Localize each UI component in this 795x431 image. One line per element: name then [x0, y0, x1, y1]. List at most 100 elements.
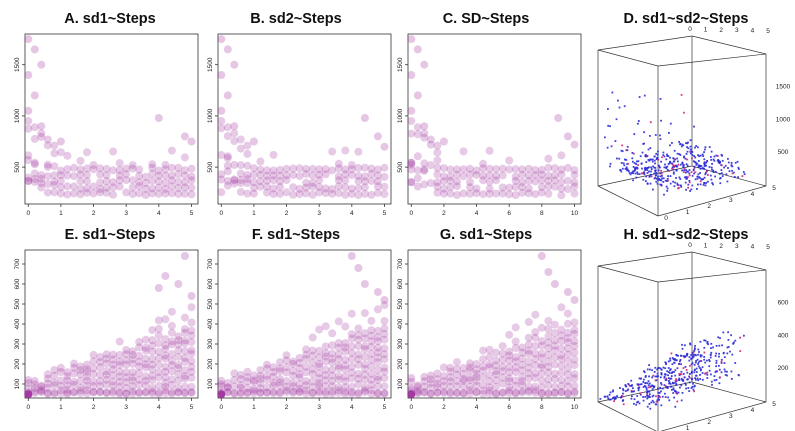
- data-point: [732, 342, 735, 344]
- data-point: [295, 359, 304, 367]
- data-point: [642, 381, 645, 383]
- data-point: [667, 163, 670, 165]
- data-point: [737, 166, 740, 169]
- top-tick-label: 3: [735, 27, 739, 34]
- data-point: [30, 169, 39, 178]
- data-point: [180, 372, 189, 381]
- data-point: [135, 369, 144, 377]
- data-point: [671, 163, 674, 166]
- data-point: [174, 361, 183, 369]
- data-point: [638, 173, 641, 175]
- data-point: [154, 373, 163, 382]
- data-point: [570, 370, 579, 378]
- data-point: [662, 151, 665, 154]
- data-point: [511, 357, 520, 366]
- data-point: [141, 388, 150, 397]
- data-point: [341, 183, 350, 192]
- data-point: [654, 162, 656, 165]
- data-point: [37, 388, 46, 397]
- data-point: [658, 392, 661, 394]
- data-point: [666, 169, 669, 171]
- data-point: [726, 374, 728, 377]
- data-point: [269, 378, 278, 387]
- data-point: [691, 370, 693, 373]
- data-point: [407, 178, 416, 187]
- data-point: [76, 156, 85, 165]
- data-point: [354, 355, 363, 364]
- data-point: [668, 132, 670, 134]
- data-point: [673, 371, 675, 373]
- data-point: [668, 170, 671, 172]
- data-point: [56, 368, 65, 376]
- data-point: [624, 384, 627, 386]
- data-point: [492, 389, 501, 398]
- data-point: [692, 353, 695, 356]
- data-point: [30, 134, 39, 143]
- data-point: [650, 401, 653, 404]
- data-point: [689, 342, 691, 345]
- data-point: [511, 172, 520, 181]
- data-point: [524, 349, 533, 358]
- data-point: [472, 184, 481, 193]
- data-point: [354, 389, 363, 398]
- data-point: [472, 189, 481, 198]
- data-point: [56, 176, 65, 185]
- data-point: [690, 188, 693, 191]
- data-point: [505, 389, 514, 398]
- y-tick-label: 1500: [397, 57, 404, 72]
- data-point: [531, 310, 540, 319]
- data-point: [697, 361, 700, 364]
- data-point: [684, 384, 687, 386]
- data-point: [128, 376, 137, 385]
- data-point: [703, 339, 706, 342]
- data-point: [148, 347, 157, 356]
- data-point: [511, 353, 520, 362]
- data-point: [537, 170, 546, 179]
- data-point: [83, 386, 91, 395]
- data-point: [289, 190, 298, 199]
- data-point: [669, 383, 672, 385]
- data-point: [531, 333, 540, 342]
- data-point: [180, 153, 189, 162]
- data-point: [354, 335, 363, 344]
- data-point: [154, 166, 163, 175]
- data-point: [360, 376, 369, 385]
- data-point: [670, 377, 673, 380]
- data-point: [223, 176, 232, 185]
- data-point: [684, 366, 687, 368]
- data-point: [360, 177, 369, 186]
- data-point: [638, 377, 641, 380]
- data-point: [180, 366, 189, 375]
- data-point: [347, 362, 356, 371]
- data-point: [642, 396, 644, 398]
- data-point: [407, 377, 416, 386]
- data-point: [360, 114, 369, 122]
- data-point: [83, 381, 91, 390]
- data-point: [446, 389, 455, 398]
- data-point: [672, 164, 675, 167]
- x-tick-label: 1: [59, 210, 63, 217]
- data-point: [531, 166, 540, 174]
- data-point: [666, 187, 669, 190]
- data-point: [347, 368, 356, 377]
- data-point: [730, 334, 732, 337]
- data-point: [37, 387, 46, 396]
- data-point: [518, 343, 527, 352]
- data-point: [295, 164, 304, 173]
- data-point: [354, 342, 363, 351]
- data-point: [485, 360, 494, 369]
- data-point: [668, 162, 671, 165]
- data-point: [511, 337, 520, 346]
- data-point: [739, 350, 742, 352]
- data-point: [373, 353, 382, 362]
- data-point: [682, 144, 685, 147]
- data-point: [289, 379, 298, 388]
- data-point: [347, 171, 356, 180]
- data-point: [511, 368, 520, 377]
- y-tick-label: 700: [207, 258, 214, 269]
- data-point: [407, 71, 416, 79]
- data-point: [612, 396, 614, 399]
- data-point: [730, 164, 733, 167]
- data-point: [524, 340, 533, 349]
